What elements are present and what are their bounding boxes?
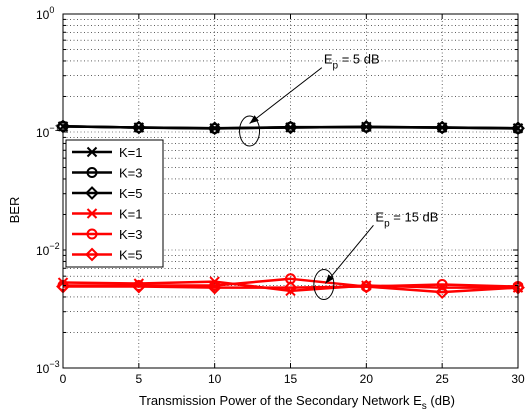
legend-marker (86, 167, 98, 178)
marker-x-stroke (86, 208, 98, 219)
annotation-label: Ep = 5 dB (324, 52, 380, 72)
annotation-arrowhead (249, 115, 259, 124)
data-point (283, 280, 298, 295)
x-axis-label-suffix: (dB) (427, 393, 455, 408)
annotation-label-suffix: = 5 dB (338, 52, 380, 67)
series-line (62, 125, 519, 130)
legend-marker (86, 228, 98, 240)
x-axis-label-sub: s (422, 401, 427, 412)
x-tick-label: 30 (511, 372, 525, 386)
data-point (435, 285, 450, 299)
data-point (359, 279, 374, 294)
data-point (131, 279, 146, 294)
data-point (436, 279, 448, 291)
legend-entry: K=5 (72, 186, 143, 201)
annotation-label-main: E (375, 209, 384, 224)
y-tick-base: 10 (36, 8, 50, 22)
annotation-label-sub: p (333, 61, 339, 72)
x-tick-label: 5 (135, 372, 142, 386)
data-point (283, 120, 298, 135)
legend-marker (85, 186, 99, 200)
y-tick-exponent: −2 (49, 241, 59, 251)
y-tick-base: 10 (36, 244, 50, 258)
series-line (63, 285, 519, 294)
x-tick-label: 25 (435, 372, 449, 386)
y-tick-label: 100 (36, 5, 54, 22)
y-tick-exponent: −1 (49, 123, 59, 133)
legend-entry: K=5 (72, 248, 143, 263)
annotation-arrow (249, 67, 323, 124)
legend-marker (86, 146, 98, 158)
marker-x-stroke (86, 146, 98, 158)
legend-label: K=1 (119, 145, 143, 160)
y-tick-label: 10−3 (36, 359, 60, 376)
data-point (207, 121, 222, 136)
series-5 (56, 279, 525, 299)
y-axis-label: BER (7, 197, 22, 224)
y-tick-base: 10 (36, 362, 50, 376)
data-point (435, 120, 450, 135)
y-tick-base: 10 (36, 126, 50, 140)
x-tick-label: 10 (208, 372, 222, 386)
data-point (131, 120, 146, 135)
data-point (359, 119, 374, 134)
annotation-ellipse (239, 115, 261, 147)
legend-marker (86, 208, 98, 219)
legend-entry: K=3 (72, 227, 143, 242)
x-tick-label: 20 (360, 372, 374, 386)
legend-label: K=3 (119, 166, 143, 181)
y-tick-label: 10−2 (36, 241, 60, 258)
x-tick-label: 15 (284, 372, 298, 386)
y-tick-exponent: 0 (49, 5, 54, 15)
annotation-0: Ep = 5 dB (239, 52, 380, 147)
legend-label: K=3 (119, 227, 143, 242)
legend-entry: K=1 (72, 207, 143, 222)
y-tick-exponent: −3 (49, 359, 59, 369)
legend-label: K=5 (119, 186, 143, 201)
annotation-1: Ep = 15 dB (313, 209, 438, 301)
legend-box (65, 139, 164, 268)
legend-marker (85, 247, 99, 262)
y-tick-label: 10−1 (36, 123, 60, 140)
legend-entry: K=3 (72, 166, 143, 181)
annotation-label-main: E (324, 52, 333, 67)
annotation-ellipse (313, 269, 335, 301)
annotation-label-sub: p (384, 218, 390, 229)
x-axis-label: Transmission Power of the Secondary Netw… (139, 393, 455, 412)
legend-label: K=5 (119, 248, 143, 263)
x-tick-label: 0 (60, 372, 67, 386)
data-point (207, 280, 222, 295)
annotation-arrow (324, 225, 374, 284)
annotation-label-suffix: = 15 dB (390, 209, 439, 224)
annotation-arrowhead (325, 274, 334, 284)
legend: K=1 K=3 K=5 K=1 K=3 K=5 (65, 139, 164, 268)
series-2 (56, 119, 525, 136)
legend-label: K=1 (119, 207, 143, 222)
x-axis-label-main: Transmission Power of the Secondary Netw… (139, 393, 422, 408)
annotation-label: Ep = 15 dB (375, 209, 438, 229)
legend-entry: K=1 (72, 145, 143, 160)
grid-layer (63, 14, 518, 368)
